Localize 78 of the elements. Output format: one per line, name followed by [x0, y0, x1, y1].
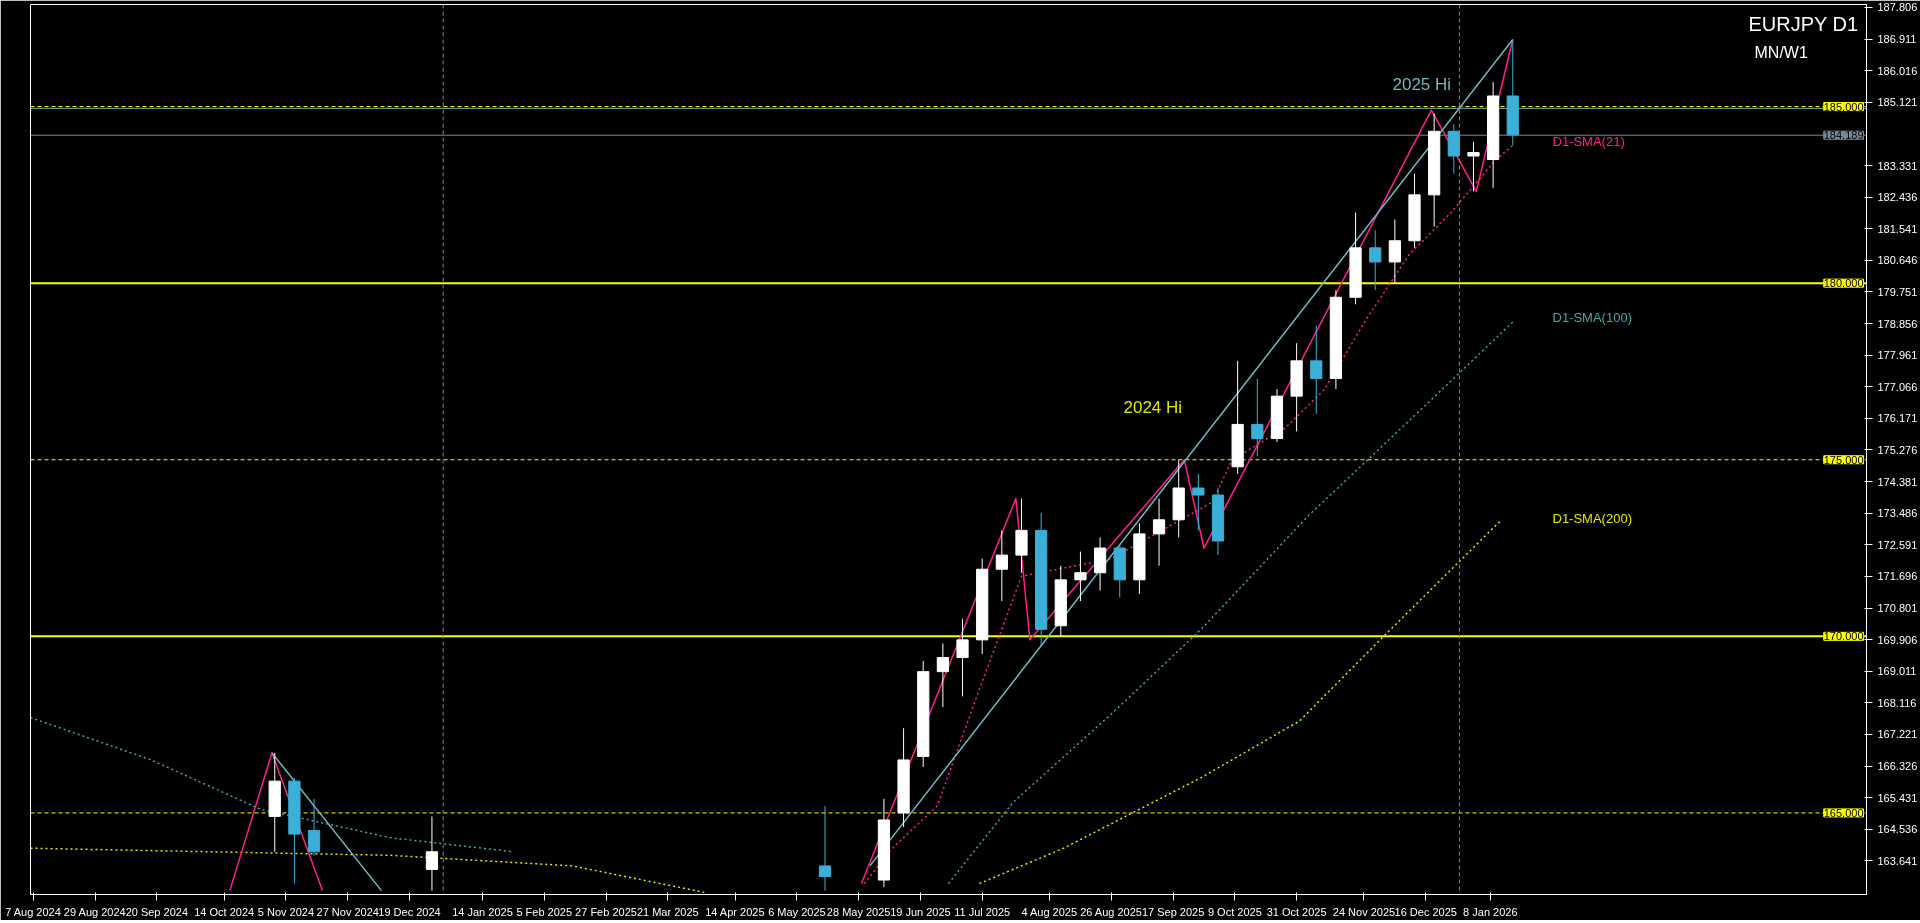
y-tick-label: 171.696: [1877, 570, 1918, 583]
y-tick-label: 167.221: [1877, 728, 1918, 741]
x-tick-label: 27 Feb 2025: [575, 905, 637, 918]
x-tick-label: 14 Apr 2025: [705, 905, 765, 918]
y-tick-label: 164.536: [1877, 823, 1918, 836]
x-tick-label: 17 Sep 2025: [1141, 905, 1205, 918]
ref-line-label: 165.000: [1823, 806, 1864, 819]
x-tick-label: 5 Feb 2025: [516, 905, 573, 918]
candlestick: [1467, 141, 1480, 192]
x-tick-label: 21 Mar 2025: [636, 905, 699, 918]
x-tick-label: 9 Oct 2025: [1207, 905, 1262, 918]
ref-line-label: 180.000: [1823, 277, 1864, 290]
annotation: D1-SMA(200): [1552, 511, 1632, 526]
y-tick-label: 176.171: [1877, 412, 1918, 425]
x-tick-label: 26 Aug 2025: [1080, 905, 1142, 918]
ref-line-label: 170.000: [1823, 630, 1864, 643]
y-tick-label: 185.121: [1877, 96, 1918, 109]
x-tick-label: 4 Aug 2025: [1021, 905, 1078, 918]
x-tick-label: 27 Nov 2024: [316, 905, 379, 918]
x-tick-label: 6 May 2025: [768, 905, 826, 918]
y-tick-label: 187.806: [1877, 1, 1918, 14]
y-tick-label: 186.016: [1877, 64, 1918, 77]
y-tick-label: 181.541: [1877, 222, 1918, 235]
x-tick-label: 19 Dec 2024: [378, 905, 441, 918]
candlestick: [1152, 498, 1166, 567]
candlestick: [307, 798, 321, 856]
candlestick: [1310, 325, 1323, 415]
y-tick-label: 165.431: [1877, 791, 1918, 804]
candlestick: [425, 815, 439, 892]
y-tick-label: 172.591: [1877, 538, 1918, 551]
candlestick: [956, 618, 969, 697]
x-tick-label: 14 Oct 2024: [194, 905, 255, 918]
x-tick-label: 7 Aug 2024: [5, 905, 61, 918]
x-tick-label: 24 Nov 2025: [1332, 905, 1396, 918]
y-tick-label: 183.331: [1877, 159, 1918, 172]
x-tick-label: 31 Oct 2025: [1266, 905, 1327, 918]
x-tick-label: 8 Jan 2026: [1463, 905, 1518, 918]
candlestick: [1074, 551, 1087, 602]
y-tick-label: 174.381: [1877, 475, 1918, 488]
x-tick-label: 14 Jan 2025: [452, 905, 513, 918]
y-tick-label: 169.011: [1877, 665, 1917, 678]
annotation: D1-SMA(21): [1552, 134, 1625, 149]
y-tick-label: 169.906: [1877, 633, 1918, 646]
candlestick: [1388, 219, 1401, 284]
candlestick: [1369, 229, 1382, 291]
y-tick-label: 166.326: [1877, 760, 1918, 773]
x-tick-label: 20 Sep 2024: [125, 905, 189, 918]
x-tick-label: 19 Jun 2025: [890, 905, 951, 918]
y-tick-label: 186.911: [1877, 33, 1917, 46]
y-tick-label: 173.486: [1877, 507, 1918, 520]
x-tick-label: 29 Aug 2024: [63, 905, 126, 918]
x-tick-label: 11 Jul 2025: [954, 905, 1011, 918]
candlestick: [1192, 473, 1205, 531]
y-tick-label: 178.856: [1877, 317, 1918, 330]
candlestick: [936, 642, 949, 708]
candlestick: [995, 529, 1008, 602]
text: MN/W1: [1754, 43, 1808, 61]
y-tick-label: 182.436: [1877, 191, 1918, 204]
y-tick-label: 168.116: [1877, 696, 1917, 709]
y-tick-label: 177.066: [1877, 380, 1918, 393]
chart-title: EURJPY D1: [1748, 12, 1859, 35]
annotation: D1-SMA(100): [1552, 310, 1632, 325]
ref-line-label: 184.189: [1823, 129, 1864, 142]
x-tick-label: 16 Dec 2025: [1394, 905, 1457, 918]
candlestick: [818, 805, 832, 892]
x-tick-label: 5 Nov 2024: [257, 905, 315, 918]
annotation: 2025 Hi: [1392, 75, 1452, 94]
y-tick-label: 180.646: [1877, 254, 1918, 267]
y-tick-label: 175.276: [1877, 443, 1918, 456]
ref-line-label: 175.000: [1823, 453, 1864, 466]
ref-line-label: 185.000: [1823, 100, 1864, 113]
candlestick: [1251, 378, 1264, 457]
y-tick-label: 179.751: [1877, 285, 1918, 298]
y-tick-label: 177.961: [1877, 349, 1918, 362]
y-tick-label: 170.801: [1877, 602, 1918, 615]
x-tick-label: 28 May 2025: [826, 905, 891, 918]
y-tick-label: 163.641: [1877, 854, 1918, 867]
annotation: 2024 Hi: [1123, 398, 1183, 417]
